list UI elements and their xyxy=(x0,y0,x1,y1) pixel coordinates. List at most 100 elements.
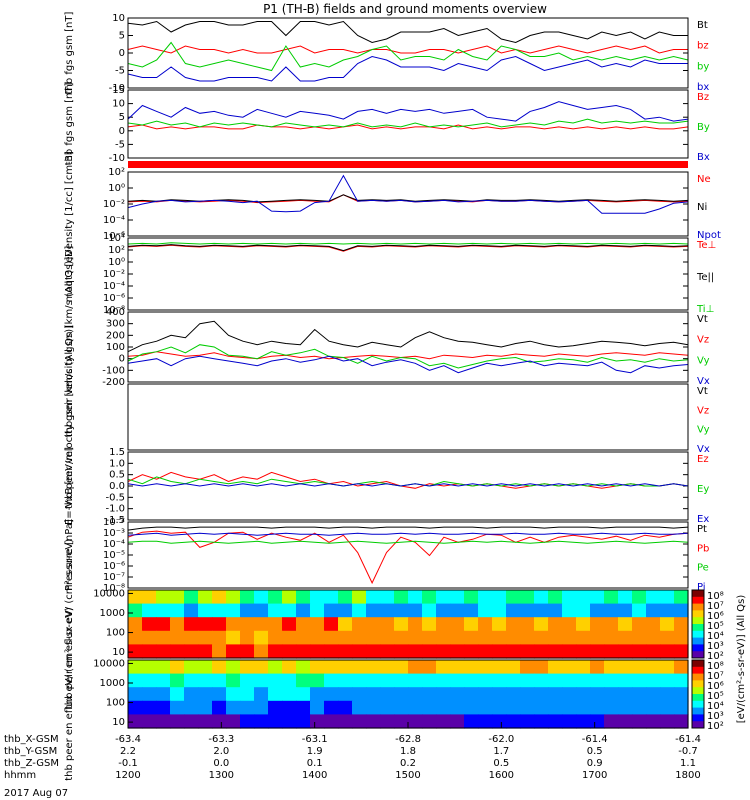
colorbar-frame xyxy=(691,659,705,729)
heatmap-cell xyxy=(170,630,185,645)
heatmap-cell xyxy=(170,590,185,605)
heatmap-cell xyxy=(296,714,311,729)
heatmap-cell xyxy=(268,644,283,659)
heatmap-cell xyxy=(548,644,563,659)
heatmap-cell xyxy=(296,687,311,702)
series-line-Ni xyxy=(127,194,689,203)
legend-Vx: Vx xyxy=(697,444,710,455)
legend-Ne: Ne xyxy=(697,174,711,185)
heatmap-cell xyxy=(324,660,339,675)
heatmap-cell xyxy=(394,687,409,702)
heatmap-cell xyxy=(366,590,381,605)
heatmap-cell xyxy=(646,687,661,702)
legend-Ey: Ey xyxy=(697,484,709,495)
colorbar-swatch xyxy=(692,680,704,688)
heatmap-cell xyxy=(184,700,199,715)
heatmap-cell xyxy=(478,617,493,632)
heatmap-cell xyxy=(352,644,367,659)
heatmap-cell xyxy=(254,644,269,659)
colorbar-tick-label: 10⁵ xyxy=(707,621,724,632)
heatmap-cell xyxy=(394,617,409,632)
heatmap-cell xyxy=(506,673,521,688)
y-axis-label: moqt3 [eV] xyxy=(64,246,75,303)
heatmap-cell xyxy=(450,590,465,605)
footer-value: 1.9 xyxy=(307,746,323,757)
y-tick-label: 10² xyxy=(108,167,125,178)
heatmap-cell xyxy=(506,630,521,645)
heatmap-cell xyxy=(282,714,297,729)
heatmap-cell xyxy=(156,617,171,632)
heatmap-cell xyxy=(562,660,577,675)
heatmap-cell xyxy=(268,673,283,688)
heatmap-cell xyxy=(604,630,619,645)
legend-Te⊥: Te⊥ xyxy=(696,240,716,251)
heatmap-cell xyxy=(450,700,465,715)
colorbar-swatch xyxy=(692,700,704,709)
heatmap-cell xyxy=(366,603,381,618)
heatmap-cell xyxy=(268,660,283,675)
heatmap-cell xyxy=(212,590,227,605)
heatmap-cell xyxy=(366,617,381,632)
series-line-Bt xyxy=(127,20,688,44)
heatmap-cell xyxy=(492,687,507,702)
legend-Pb: Pb xyxy=(697,543,709,554)
footer-value: -62.8 xyxy=(395,734,421,745)
heatmap-cell xyxy=(352,687,367,702)
red-band-strip xyxy=(128,161,688,168)
heatmap-cell xyxy=(184,617,199,632)
heatmap-cell xyxy=(184,630,199,645)
heatmap-cell xyxy=(660,673,675,688)
heatmap-cell xyxy=(380,630,395,645)
heatmap-cell xyxy=(436,700,451,715)
footer-value: 1600 xyxy=(489,770,514,781)
heatmap-cell xyxy=(212,687,227,702)
y-tick-label: 15 xyxy=(112,85,125,96)
heatmap-cell xyxy=(520,714,535,729)
heatmap-cell xyxy=(338,644,353,659)
heatmap-cell xyxy=(436,673,451,688)
legend-Ti⊥: Ti⊥ xyxy=(696,304,714,315)
legend-Vz: Vz xyxy=(697,405,709,416)
colorbar-swatch xyxy=(692,624,704,632)
heatmap-cell xyxy=(660,644,675,659)
heatmap-cell xyxy=(604,687,619,702)
heatmap-cell xyxy=(324,617,339,632)
heatmap-cell xyxy=(324,673,339,688)
heatmap-cell xyxy=(464,617,479,632)
heatmap-cell xyxy=(380,617,395,632)
heatmap-cell xyxy=(604,644,619,659)
panel-2: 15 10 5 0 -5 -10 Bz By Bx thb fgs gsm [nT] xyxy=(64,83,710,166)
heatmap-cell xyxy=(422,590,437,605)
heatmap-cell xyxy=(506,603,521,618)
heatmap-cell xyxy=(646,714,661,729)
heatmap-cell xyxy=(198,603,213,618)
heatmap-cell xyxy=(352,673,367,688)
legend-Ni: Ni xyxy=(697,202,707,213)
heatmap-cell xyxy=(338,673,353,688)
y-tick-label: 10 xyxy=(112,99,125,110)
legend-By: By xyxy=(697,122,710,133)
heatmap-cell xyxy=(184,590,199,605)
heatmap-cell xyxy=(492,660,507,675)
footer-value: 0.9 xyxy=(587,758,603,769)
y-tick-label: 5 xyxy=(119,112,125,123)
heatmap-cell xyxy=(352,630,367,645)
heatmap-cell xyxy=(660,617,675,632)
y-tick-label: 10 xyxy=(112,647,125,658)
heatmap-cell xyxy=(618,617,633,632)
heatmap-cell xyxy=(590,660,605,675)
heatmap-cell xyxy=(296,644,311,659)
legend-Npot: Npot xyxy=(697,230,721,241)
figure-title: P1 (TH-B) fields and ground moments over… xyxy=(263,2,547,16)
heatmap-cell xyxy=(548,714,563,729)
colorbar-swatch xyxy=(692,637,704,645)
heatmap-cell xyxy=(632,673,647,688)
heatmap-cell xyxy=(324,714,339,729)
y-tick-label: -100 xyxy=(102,365,125,376)
colorbar-swatch xyxy=(692,673,704,681)
heatmap-cell xyxy=(464,590,479,605)
footer-value: 1.7 xyxy=(493,746,509,757)
heatmap-cell xyxy=(352,660,367,675)
heatmap-cell xyxy=(422,660,437,675)
heatmap-cell xyxy=(338,714,353,729)
